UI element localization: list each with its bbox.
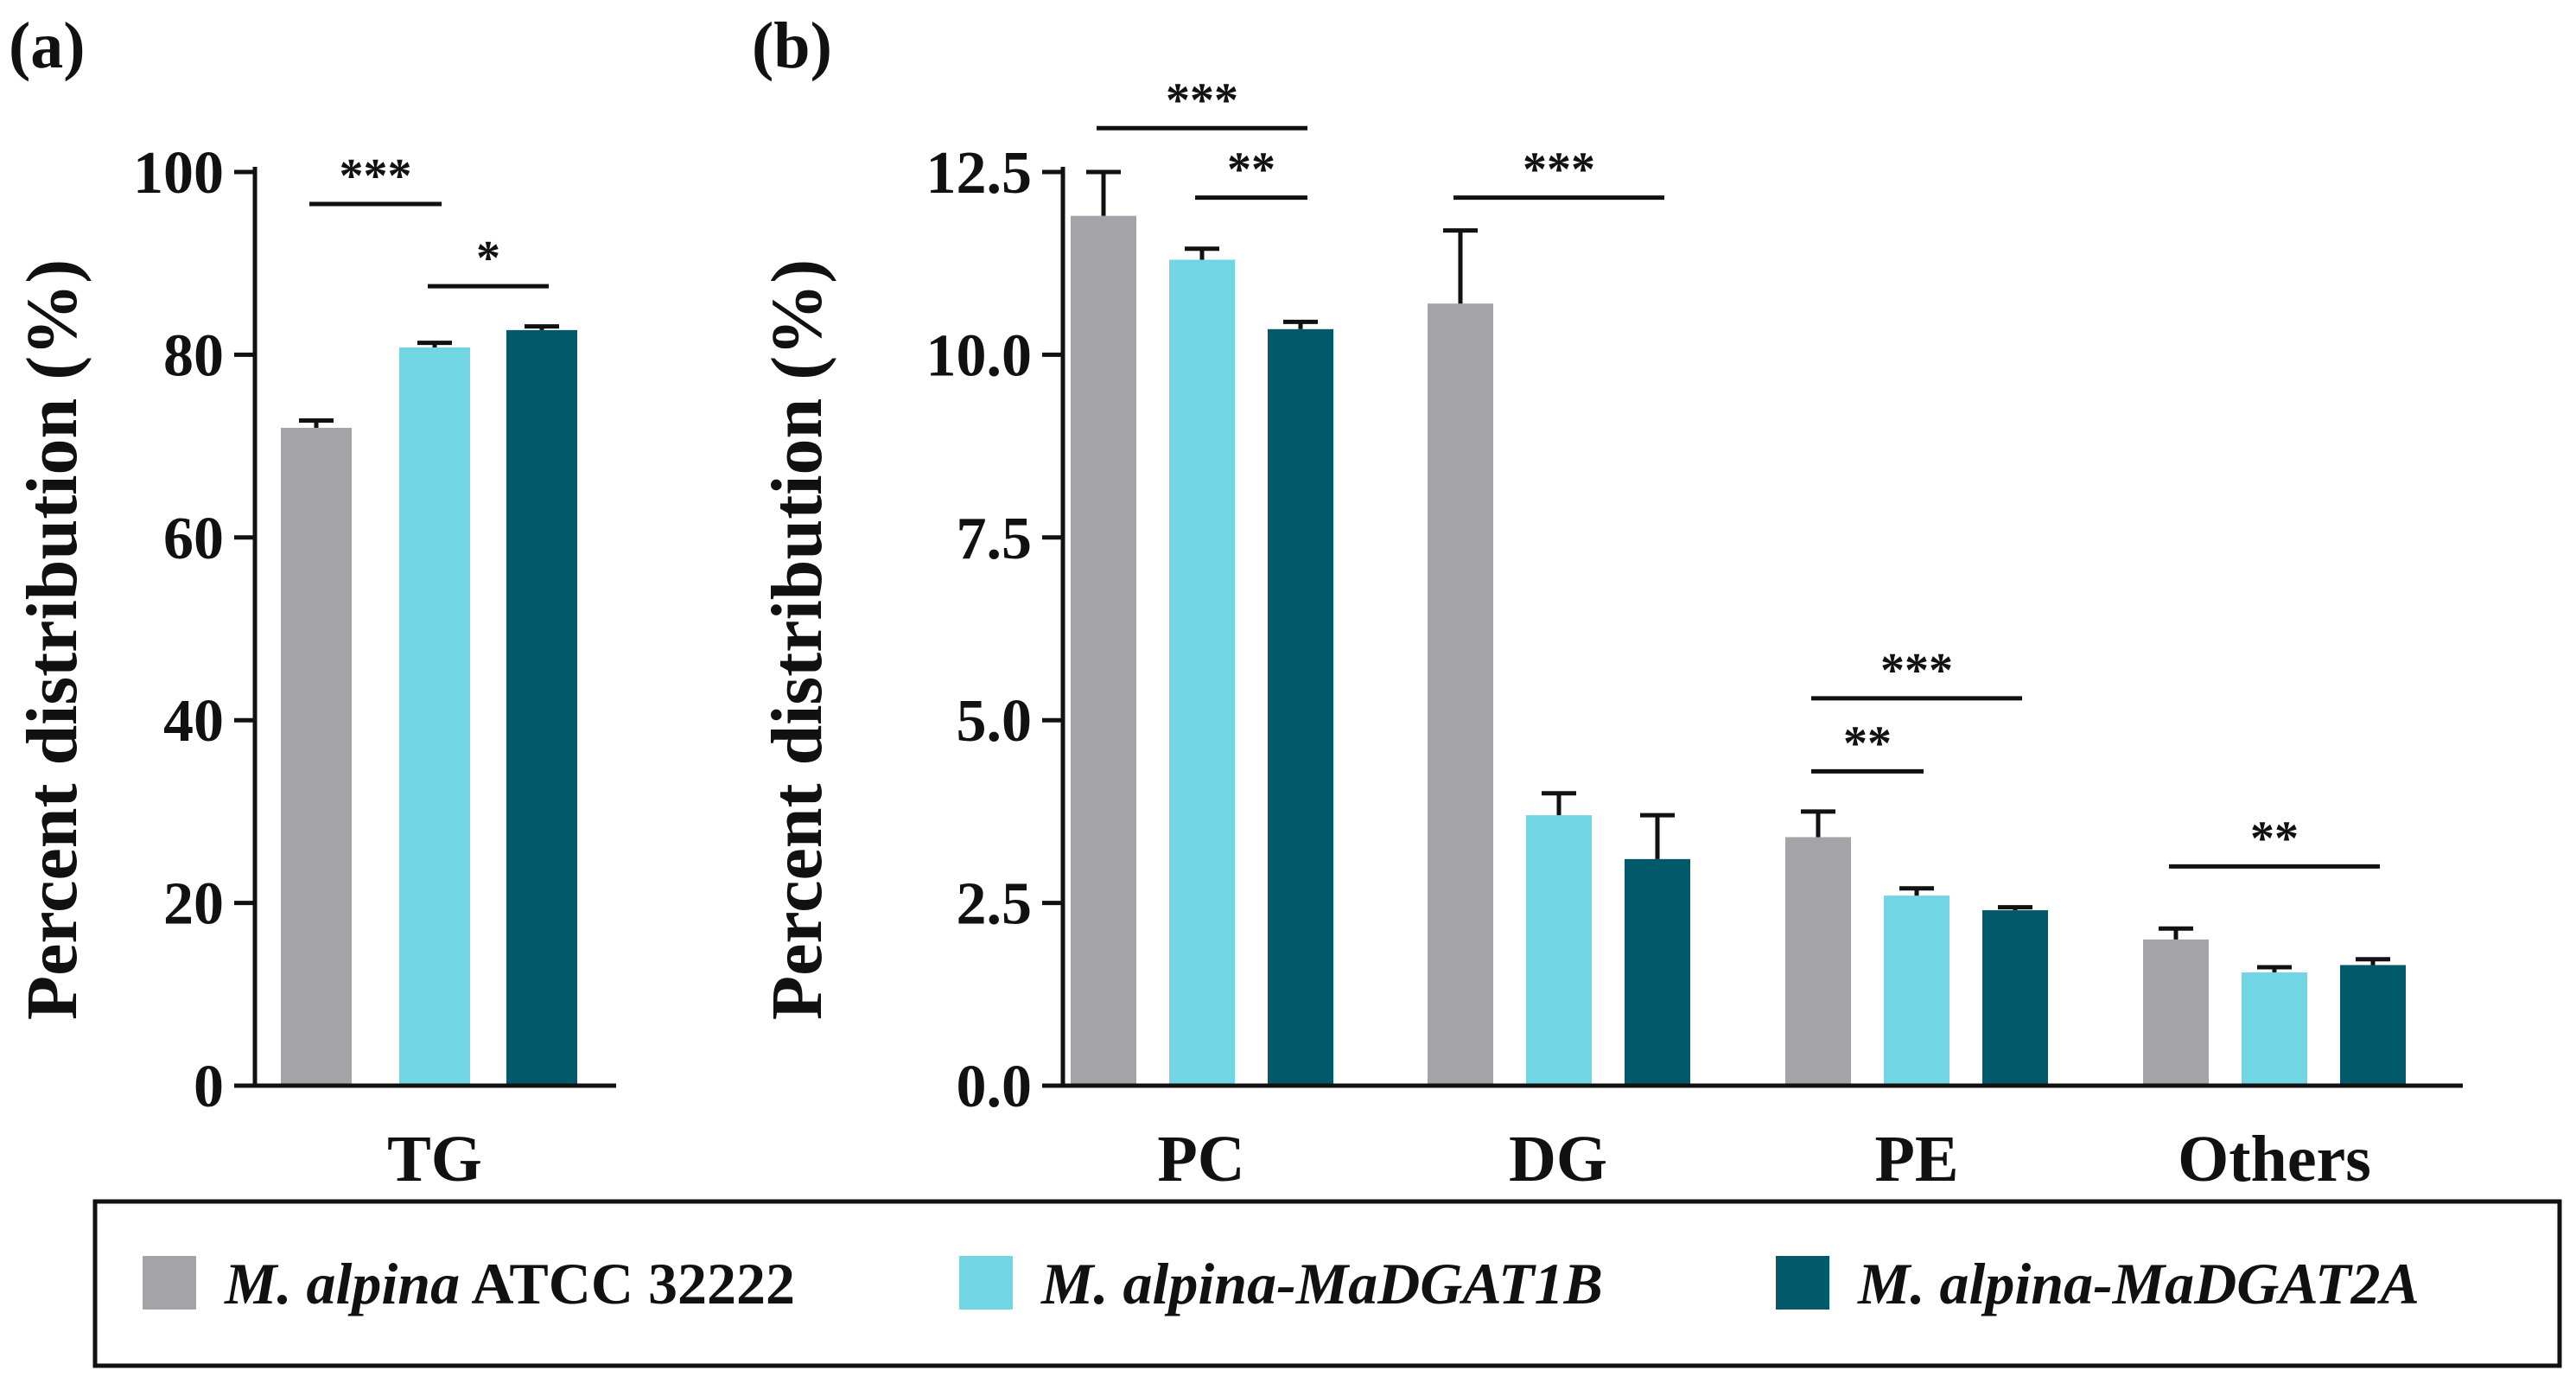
- panel-b: (b) Percent distribution (%) 0.0 2.5 5.0 7.…: [752, 10, 2463, 1195]
- legend-frame: [92, 1199, 2562, 1368]
- panel-a: (a) Percent distribution (%) 0 20 40 60 80 10…: [9, 10, 616, 1195]
- bar-b-pe-madgat2a: [1982, 910, 2048, 1086]
- bar-b-others-madgat2a: [2340, 965, 2406, 1086]
- panel-a-category-label: TG: [387, 1123, 482, 1195]
- legend-label-madgat1b: M. alpina-MaDGAT1B: [1040, 1251, 1603, 1316]
- panel-b-label: (b): [752, 10, 832, 82]
- bar-a-tg-madgat1b: [399, 347, 470, 1087]
- error-bar-b-others-atcc: [2159, 926, 2193, 940]
- significance-b-3: ***: [1811, 644, 2022, 701]
- significance-label: ***: [340, 150, 412, 203]
- panel-b-category-label-pc: PC: [1157, 1123, 1244, 1195]
- panel-b-y-axis-title: Percent distribution (%): [757, 259, 837, 1020]
- significance-label: ***: [1166, 73, 1238, 127]
- panel-b-y-tick-label: 5.0: [957, 688, 1033, 755]
- error-bar-b-dg-madgat2a: [1640, 813, 1675, 859]
- legend-swatch-atcc: [143, 1256, 196, 1310]
- significance-label: **: [1227, 143, 1275, 197]
- legend-label-madgat2a: M. alpina-MaDGAT2A: [1857, 1251, 2420, 1316]
- error-bar-b-pc-madgat2a: [1283, 319, 1318, 329]
- panel-a-y-tick-label: 40: [163, 688, 224, 755]
- error-bar-b-others-madgat2a: [2356, 957, 2390, 966]
- error-bar-b-pc-atcc: [1086, 169, 1121, 216]
- bar-b-others-atcc: [2143, 939, 2209, 1086]
- panel-a-y-tick-label: 100: [133, 140, 224, 207]
- bar-a-tg-madgat2a: [506, 329, 577, 1087]
- error-bar-a-tg-madgat2a: [525, 324, 559, 330]
- error-bar-a-tg-atcc: [299, 418, 334, 428]
- error-bar-a-tg-madgat1b: [417, 341, 452, 347]
- legend-swatch-madgat2a: [1776, 1256, 1829, 1310]
- bar-b-pe-madgat1b: [1884, 895, 1949, 1086]
- error-bar-b-pe-atcc: [1801, 809, 1835, 838]
- panel-b-y-tick-label: 7.5: [957, 506, 1033, 572]
- bar-b-dg-madgat1b: [1526, 815, 1592, 1086]
- panel-b-y-tick-label: 12.5: [926, 140, 1033, 207]
- significance-label: **: [1843, 717, 1892, 770]
- significance-b-1: **: [1195, 143, 1307, 201]
- significance-label: **: [2250, 812, 2299, 865]
- error-bar-b-pe-madgat1b: [1899, 886, 1934, 896]
- panel-a-label: (a): [9, 10, 86, 82]
- significance-label: ***: [1523, 143, 1595, 197]
- significance-b-2: ***: [1453, 143, 1664, 201]
- error-bar-b-dg-atcc: [1443, 228, 1478, 304]
- significance-label: *: [476, 232, 500, 285]
- panel-b-category-label-others: Others: [2178, 1123, 2371, 1195]
- panel-a-y-tick-label: 60: [163, 506, 224, 572]
- bar-b-pe-atcc: [1785, 837, 1851, 1086]
- bar-b-pc-madgat2a: [1268, 328, 1333, 1087]
- bar-b-dg-madgat2a: [1625, 858, 1690, 1086]
- significance-b-5: **: [2169, 812, 2380, 869]
- legend-label-atcc: M. alpina ATCC 32222: [224, 1251, 795, 1316]
- error-bar-b-pe-madgat2a: [1998, 905, 2032, 911]
- bar-a-tg-atcc: [281, 427, 352, 1087]
- panel-a-y-axis-title: Percent distribution (%): [12, 259, 92, 1020]
- panel-a-y-tick-label: 0: [194, 1054, 224, 1120]
- error-bar-b-pc-madgat1b: [1185, 246, 1219, 260]
- bar-b-others-madgat1b: [2242, 972, 2307, 1086]
- error-bar-b-dg-madgat1b: [1542, 791, 1576, 816]
- legend-swatch-madgat1b: [959, 1256, 1013, 1310]
- panel-a-y-tick-label: 20: [163, 871, 224, 938]
- bar-b-pc-madgat1b: [1169, 259, 1235, 1086]
- panel-b-y-tick-label: 2.5: [957, 871, 1033, 938]
- significance-label: ***: [1880, 644, 1953, 698]
- significance-b-0: ***: [1097, 73, 1307, 131]
- significance-b-4: **: [1811, 717, 1924, 774]
- panel-b-category-label-dg: DG: [1509, 1123, 1607, 1195]
- error-bar-b-others-madgat1b: [2257, 965, 2292, 972]
- panel-b-category-label-pe: PE: [1874, 1123, 1958, 1195]
- panel-a-y-tick-label: 80: [163, 322, 224, 389]
- significance-a-1: *: [428, 232, 549, 289]
- panel-b-y-tick-label: 0.0: [957, 1054, 1033, 1120]
- legend: M. alpina ATCC 32222 M. alpina-MaDGAT1B …: [92, 1199, 2562, 1368]
- bar-b-pc-atcc: [1071, 215, 1136, 1087]
- significance-a-0: ***: [309, 150, 442, 207]
- bar-b-dg-atcc: [1428, 303, 1493, 1086]
- panel-b-y-tick-label: 10.0: [926, 322, 1033, 389]
